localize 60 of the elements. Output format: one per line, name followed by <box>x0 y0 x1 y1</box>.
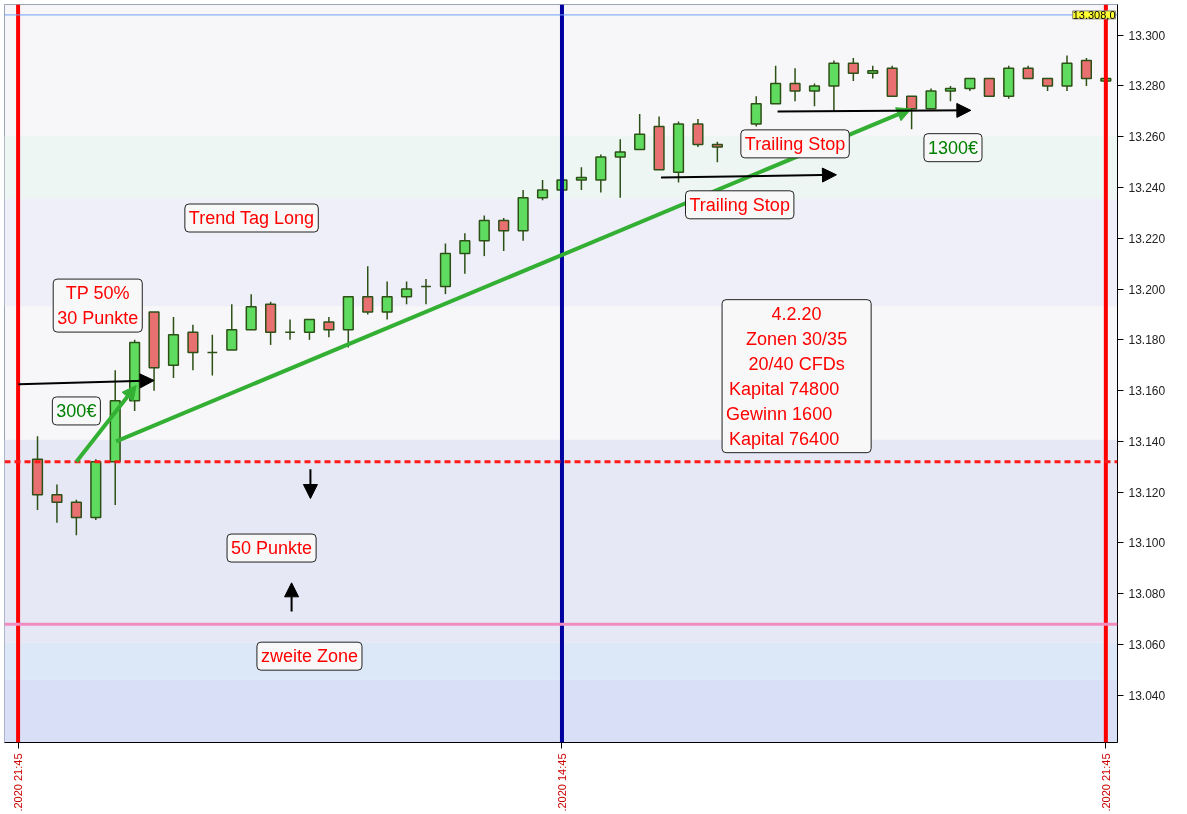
candlestick <box>187 323 199 372</box>
candlestick <box>381 280 393 321</box>
candlestick <box>614 138 626 199</box>
candlestick <box>498 217 510 252</box>
y-tick-label: 13.100 <box>1128 536 1166 551</box>
ref-line-label: 13.308,0 <box>1072 8 1116 21</box>
candlestick <box>789 67 801 102</box>
y-tick-label: 13.220 <box>1128 231 1166 246</box>
candlestick <box>420 278 432 306</box>
candlestick <box>459 232 471 275</box>
candlestick <box>770 64 782 105</box>
candlestick <box>711 141 723 163</box>
candlestick <box>828 59 840 113</box>
candlestick <box>925 87 937 110</box>
annotation: Trailing Stop <box>744 133 846 154</box>
annotation: Trend Tag Long <box>188 208 314 228</box>
annotation: 300€ <box>56 400 97 421</box>
candlestick <box>634 113 646 151</box>
annotation: TP 50% 30 Punkte <box>57 283 139 329</box>
candlestick <box>206 334 218 377</box>
y-tick-label: 13.180 <box>1128 333 1166 348</box>
candlestick <box>808 82 821 108</box>
candlestick <box>245 293 257 331</box>
candlestick <box>51 483 63 524</box>
candlestick <box>226 303 238 351</box>
candlestick <box>595 153 607 194</box>
candlestick <box>303 318 316 341</box>
y-tick-label: 13.280 <box>1128 79 1166 94</box>
candlestick <box>1061 54 1073 92</box>
y-tick-label: 13.260 <box>1128 130 1166 145</box>
candlestick <box>692 118 704 148</box>
y-tick-label: 13.080 <box>1128 587 1166 602</box>
annotation: zweite Zone <box>260 646 358 667</box>
annotation: 1300€ <box>927 137 979 158</box>
candlestick <box>400 280 413 306</box>
candlestick <box>575 166 587 191</box>
y-tick-label: 13.120 <box>1128 485 1166 500</box>
y-tick-label: 13.300 <box>1128 28 1166 43</box>
candlestick <box>284 318 296 341</box>
x-tick-label: .2020 21:45 <box>1099 753 1112 812</box>
y-tick-label: 13.040 <box>1128 688 1166 703</box>
y-tick-label: 13.160 <box>1128 384 1166 399</box>
y-tick-label: 13.200 <box>1128 282 1166 297</box>
candlestick <box>478 214 490 257</box>
annotation: 50 Punkte <box>231 538 313 559</box>
y-tick-label: 13.140 <box>1128 434 1166 449</box>
y-tick-label: 13.060 <box>1128 638 1166 653</box>
candlestick <box>536 179 549 201</box>
candlestick <box>1080 57 1093 87</box>
y-tick-label: 13.240 <box>1128 181 1166 196</box>
candlestick <box>323 316 335 339</box>
x-tick-label: .2020 14:45 <box>555 753 568 812</box>
candlestick <box>362 265 374 316</box>
candlestick <box>906 95 918 130</box>
x-tick-label: .2020 21:45 <box>12 753 25 812</box>
annotation: 4.2.20 Zonen 30/35 20/40 CFDs Kapital 74800 Gewinn 1600 Kapital 76400 <box>726 303 848 449</box>
annotation: Trailing Stop <box>689 194 790 215</box>
candlestick <box>750 95 762 128</box>
candlestick <box>70 499 82 537</box>
candlestick <box>847 57 859 82</box>
